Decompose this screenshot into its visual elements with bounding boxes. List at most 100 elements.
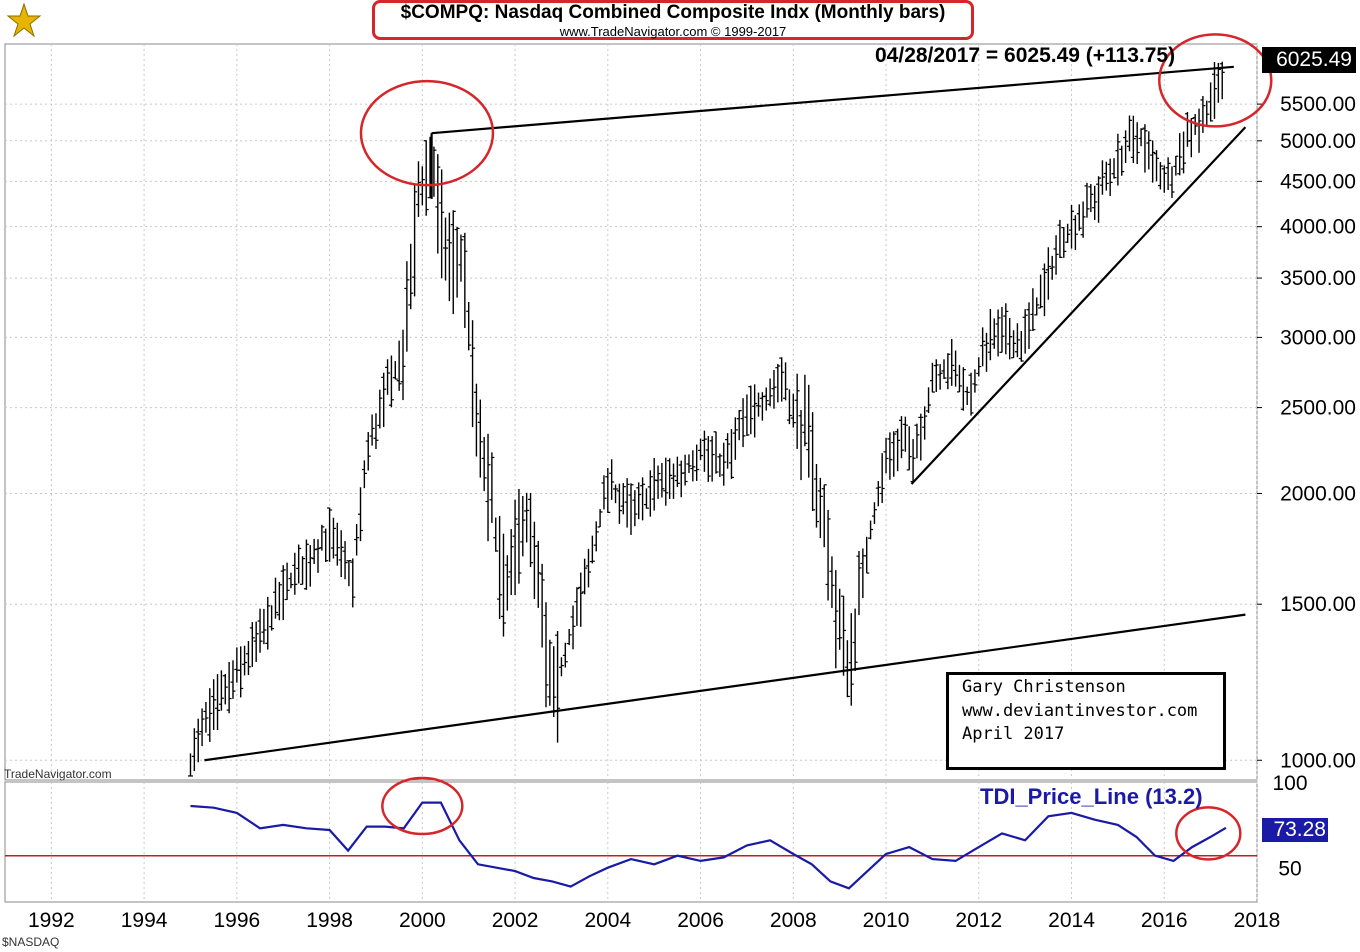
indicator-panel: 50 100 bbox=[5, 772, 1308, 890]
x-tick-label: 2004 bbox=[584, 909, 631, 932]
price-bar bbox=[771, 369, 777, 409]
price-bar bbox=[500, 533, 506, 637]
price-bar bbox=[300, 556, 306, 585]
price-bar bbox=[292, 552, 298, 595]
price-bar bbox=[813, 464, 819, 528]
price-bar bbox=[775, 363, 781, 403]
price-bar bbox=[1103, 161, 1109, 191]
price-bar bbox=[663, 457, 669, 506]
price-bar bbox=[783, 362, 789, 401]
price-bar bbox=[721, 442, 727, 486]
price-bar bbox=[945, 353, 951, 390]
price-bar bbox=[222, 673, 228, 705]
price-bar bbox=[234, 647, 240, 683]
price-bar bbox=[802, 374, 808, 447]
x-tick-label: 2010 bbox=[863, 909, 910, 932]
price-bar bbox=[516, 488, 522, 584]
price-bar bbox=[984, 332, 990, 372]
x-tick-label: 2014 bbox=[1048, 909, 1095, 932]
price-bar bbox=[926, 387, 932, 414]
price-bar bbox=[535, 540, 541, 608]
price-bar bbox=[187, 753, 193, 777]
price-bar bbox=[837, 588, 843, 650]
price-bar bbox=[918, 413, 924, 461]
price-bar bbox=[1045, 247, 1051, 300]
price-bar bbox=[1011, 330, 1017, 359]
price-bar bbox=[1003, 303, 1009, 355]
price-bar bbox=[725, 433, 731, 469]
price-bar bbox=[404, 261, 410, 352]
price-bar bbox=[956, 364, 962, 393]
price-bar bbox=[504, 555, 510, 611]
price-bar bbox=[1065, 223, 1071, 243]
price-bar bbox=[520, 495, 526, 557]
price-bar bbox=[334, 522, 340, 566]
price-bar bbox=[307, 545, 313, 587]
price-bar bbox=[929, 362, 935, 393]
price-bar bbox=[1061, 227, 1067, 258]
last-price-box: 6025.49 bbox=[1262, 47, 1356, 73]
price-bar bbox=[589, 535, 595, 564]
price-bar bbox=[674, 456, 680, 488]
price-bar bbox=[628, 483, 634, 535]
price-bar bbox=[991, 318, 997, 349]
indicator-label: TDI_Price_Line (13.2) bbox=[980, 784, 1203, 809]
price-bar bbox=[717, 453, 723, 478]
price-bar bbox=[1165, 157, 1171, 190]
price-bar bbox=[779, 357, 785, 402]
price-bar bbox=[875, 481, 881, 507]
price-bar bbox=[392, 361, 398, 380]
price-bar bbox=[825, 509, 831, 601]
price-bar bbox=[207, 688, 213, 742]
price-bar bbox=[245, 640, 251, 676]
price-bar bbox=[242, 645, 248, 676]
price-bar bbox=[895, 428, 901, 472]
price-bar bbox=[852, 608, 858, 671]
price-bar bbox=[937, 364, 943, 390]
price-bar bbox=[810, 412, 816, 511]
price-bar bbox=[415, 161, 421, 217]
price-bar bbox=[524, 492, 530, 543]
price-bar bbox=[1154, 150, 1160, 182]
x-tick-label: 2016 bbox=[1141, 909, 1188, 932]
price-bar bbox=[555, 630, 561, 743]
price-bar bbox=[323, 528, 329, 562]
price-bar bbox=[508, 529, 514, 596]
price-bar bbox=[1126, 115, 1132, 152]
price-bar bbox=[1130, 115, 1136, 164]
price-bar bbox=[528, 492, 534, 567]
x-tick-label: 1996 bbox=[213, 909, 260, 932]
price-bar bbox=[481, 437, 487, 492]
chart-subtitle: www.TradeNavigator.com © 1999-2017 bbox=[559, 24, 787, 39]
price-bar bbox=[1215, 62, 1221, 103]
price-bar bbox=[655, 465, 661, 499]
price-bar bbox=[999, 306, 1005, 353]
price-bar bbox=[342, 541, 348, 580]
price-bar bbox=[964, 386, 970, 406]
price-bar bbox=[1196, 108, 1202, 153]
price-bar bbox=[887, 432, 893, 480]
price-bar bbox=[609, 459, 615, 500]
y-tick-label: 2000.00 bbox=[1280, 482, 1356, 505]
credit-name: Gary Christenson bbox=[962, 677, 1126, 697]
price-bar bbox=[910, 439, 916, 484]
price-bar bbox=[682, 454, 688, 486]
price-bar bbox=[497, 515, 503, 620]
price-bar bbox=[1173, 155, 1179, 176]
price-bar bbox=[543, 602, 549, 708]
price-bar bbox=[199, 708, 205, 747]
price-bar bbox=[898, 416, 904, 459]
price-bar bbox=[748, 385, 754, 435]
price-bar bbox=[454, 226, 460, 298]
price-bar bbox=[744, 394, 750, 436]
price-bar bbox=[1200, 96, 1206, 133]
price-bar bbox=[462, 232, 468, 329]
price-bar bbox=[1157, 162, 1163, 190]
price-bar bbox=[980, 327, 986, 367]
y-tick-label: 2500.00 bbox=[1280, 397, 1356, 420]
price-bar bbox=[651, 457, 657, 511]
price-bar bbox=[1022, 309, 1028, 354]
price-bar bbox=[883, 437, 889, 474]
trendline bbox=[910, 126, 1247, 485]
price-bar bbox=[701, 430, 707, 472]
